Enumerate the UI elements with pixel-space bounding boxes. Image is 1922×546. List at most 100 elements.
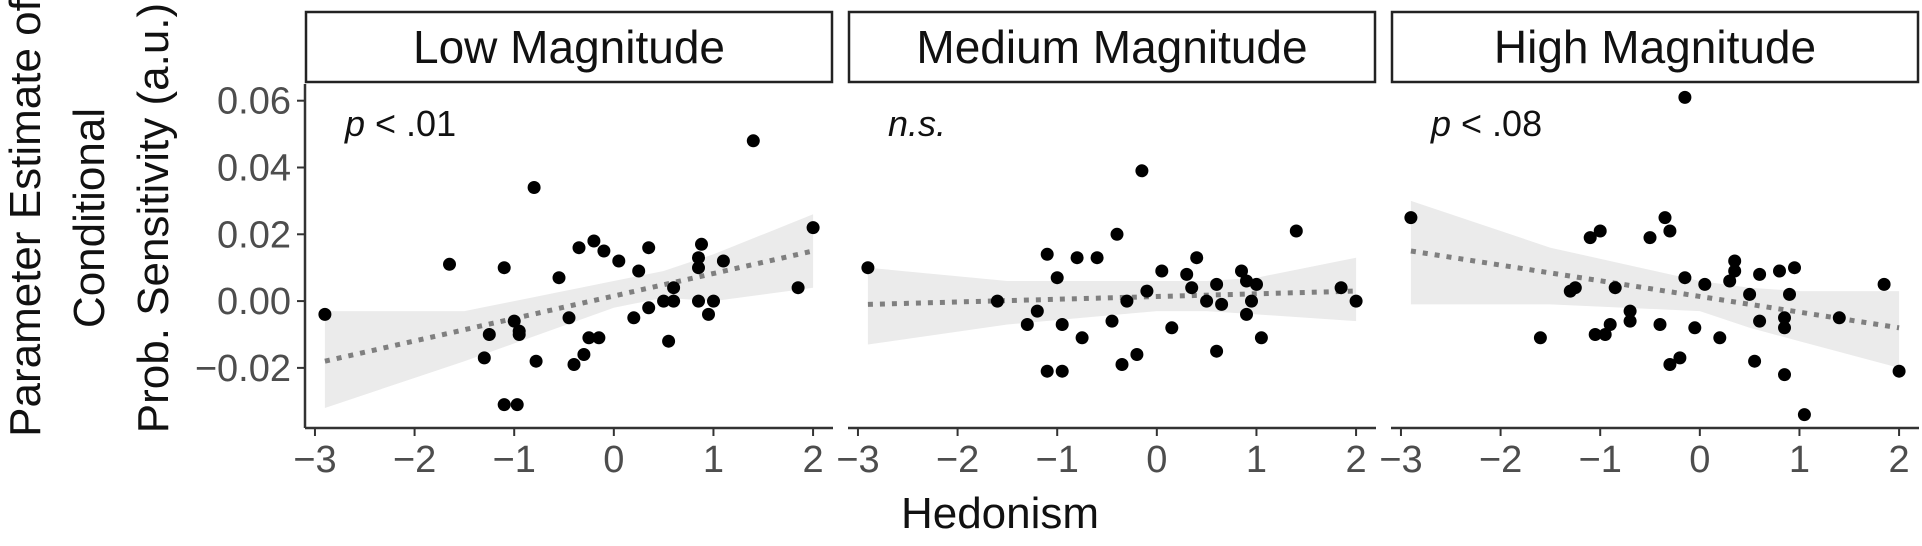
data-point	[1200, 294, 1214, 308]
x-tick-label: −2	[393, 439, 436, 481]
data-point	[1832, 311, 1846, 325]
data-point	[1135, 164, 1149, 178]
data-point	[1533, 331, 1547, 345]
x-tick-label: 0	[1146, 439, 1167, 481]
data-point	[567, 358, 581, 371]
facet-panel: High Magnitude p < .08 −3 −2 −1 0 1 2	[1379, 10, 1920, 481]
data-point	[1190, 251, 1204, 265]
fit-line	[1410, 248, 1900, 331]
data-point	[1215, 297, 1229, 311]
data-point	[1210, 277, 1224, 291]
x-tick-label: −3	[836, 439, 879, 481]
facet-panel: Low Magnitude p < .01 −3 −2 −1 0 1 2	[293, 10, 834, 481]
data-point	[1240, 274, 1253, 288]
data-point	[1723, 274, 1737, 288]
data-point	[1334, 281, 1348, 295]
data-point	[806, 221, 820, 235]
y-axis-title: Parameter Estimate of Conditional Prob. …	[1, 0, 178, 437]
data-point	[1653, 318, 1667, 331]
data-point	[318, 307, 332, 321]
x-tick-label: −3	[293, 439, 336, 481]
data-point	[497, 261, 511, 275]
data-point	[1608, 281, 1622, 295]
x-tick-label: −1	[1036, 439, 1079, 481]
data-point	[1623, 314, 1637, 328]
data-point	[1250, 277, 1263, 291]
data-point	[1070, 251, 1084, 265]
facet-panel: Medium Magnitude n.s. −3 −2 −1 0 1 2	[836, 10, 1377, 481]
data-point	[582, 331, 596, 345]
data-point	[1678, 90, 1692, 104]
data-point	[1185, 281, 1199, 295]
data-point	[1040, 247, 1054, 261]
data-point	[642, 301, 656, 315]
data-point	[512, 328, 526, 341]
data-point	[572, 241, 586, 255]
data-point	[1130, 348, 1144, 361]
data-point	[1588, 328, 1602, 341]
y-tick-label: 0.06	[217, 81, 291, 123]
data-point	[1892, 364, 1906, 378]
data-point	[1289, 224, 1303, 238]
data-point	[632, 264, 646, 278]
panel-annotation-italic: n.s.	[888, 103, 946, 144]
data-point	[477, 351, 491, 365]
x-tick-label: 1	[1246, 439, 1267, 481]
x-tick-label: 2	[803, 439, 824, 481]
data-point	[1748, 354, 1762, 368]
y-tick-label: 0.00	[217, 281, 291, 323]
data-point	[1040, 364, 1054, 378]
data-point	[707, 294, 720, 308]
x-tick-label: −1	[493, 439, 536, 481]
data-point	[746, 134, 760, 148]
y-tick-label: 0.04	[217, 147, 291, 189]
data-point	[1643, 231, 1657, 245]
x-tick-label: 1	[703, 439, 724, 481]
data-point	[1030, 304, 1044, 318]
panel-annotation: n.s.	[888, 103, 946, 144]
data-point	[1568, 281, 1582, 295]
data-point	[1788, 261, 1801, 275]
data-point	[1593, 224, 1607, 238]
data-point	[1778, 368, 1791, 382]
data-point	[552, 271, 566, 285]
data-point	[1050, 271, 1064, 285]
data-point	[1245, 294, 1258, 308]
data-point	[627, 311, 641, 325]
data-point	[692, 251, 705, 265]
facet-strip	[304, 10, 834, 84]
data-point	[1663, 358, 1677, 371]
data-point	[1210, 344, 1224, 358]
confidence-ribbon	[1410, 200, 1900, 368]
facet-strip	[847, 10, 1377, 84]
data-point	[1783, 287, 1796, 301]
x-tick-label: −2	[1479, 439, 1522, 481]
data-point	[1877, 277, 1891, 291]
data-point	[1240, 307, 1253, 321]
data-point	[612, 254, 626, 268]
y-axis-title-line-1: Parameter Estimate of	[1, 0, 50, 437]
data-point	[1155, 264, 1169, 278]
y-tick-label: 0.02	[217, 214, 291, 256]
data-point	[1120, 294, 1134, 308]
facet-strip-label: Medium Magnitude	[916, 21, 1307, 73]
data-point	[443, 257, 456, 271]
data-point	[1773, 264, 1786, 278]
facet-strip	[1390, 10, 1920, 84]
data-point	[1603, 318, 1617, 331]
data-point	[695, 237, 708, 251]
data-point	[642, 241, 656, 255]
data-point	[692, 261, 705, 275]
data-point	[1598, 328, 1612, 341]
data-point	[667, 294, 681, 308]
facet-strip-label: High Magnitude	[1494, 21, 1816, 73]
data-point	[1055, 364, 1069, 378]
x-axis-title: Hedonism	[901, 489, 1099, 538]
data-point	[1110, 227, 1124, 241]
data-point	[667, 281, 681, 295]
data-point	[592, 331, 606, 345]
data-point	[1713, 331, 1727, 345]
data-point	[1075, 331, 1089, 345]
y-axis-ticks: −0.02 0.00 0.02 0.04 0.06	[195, 81, 305, 390]
x-tick-label: −1	[1579, 439, 1622, 481]
